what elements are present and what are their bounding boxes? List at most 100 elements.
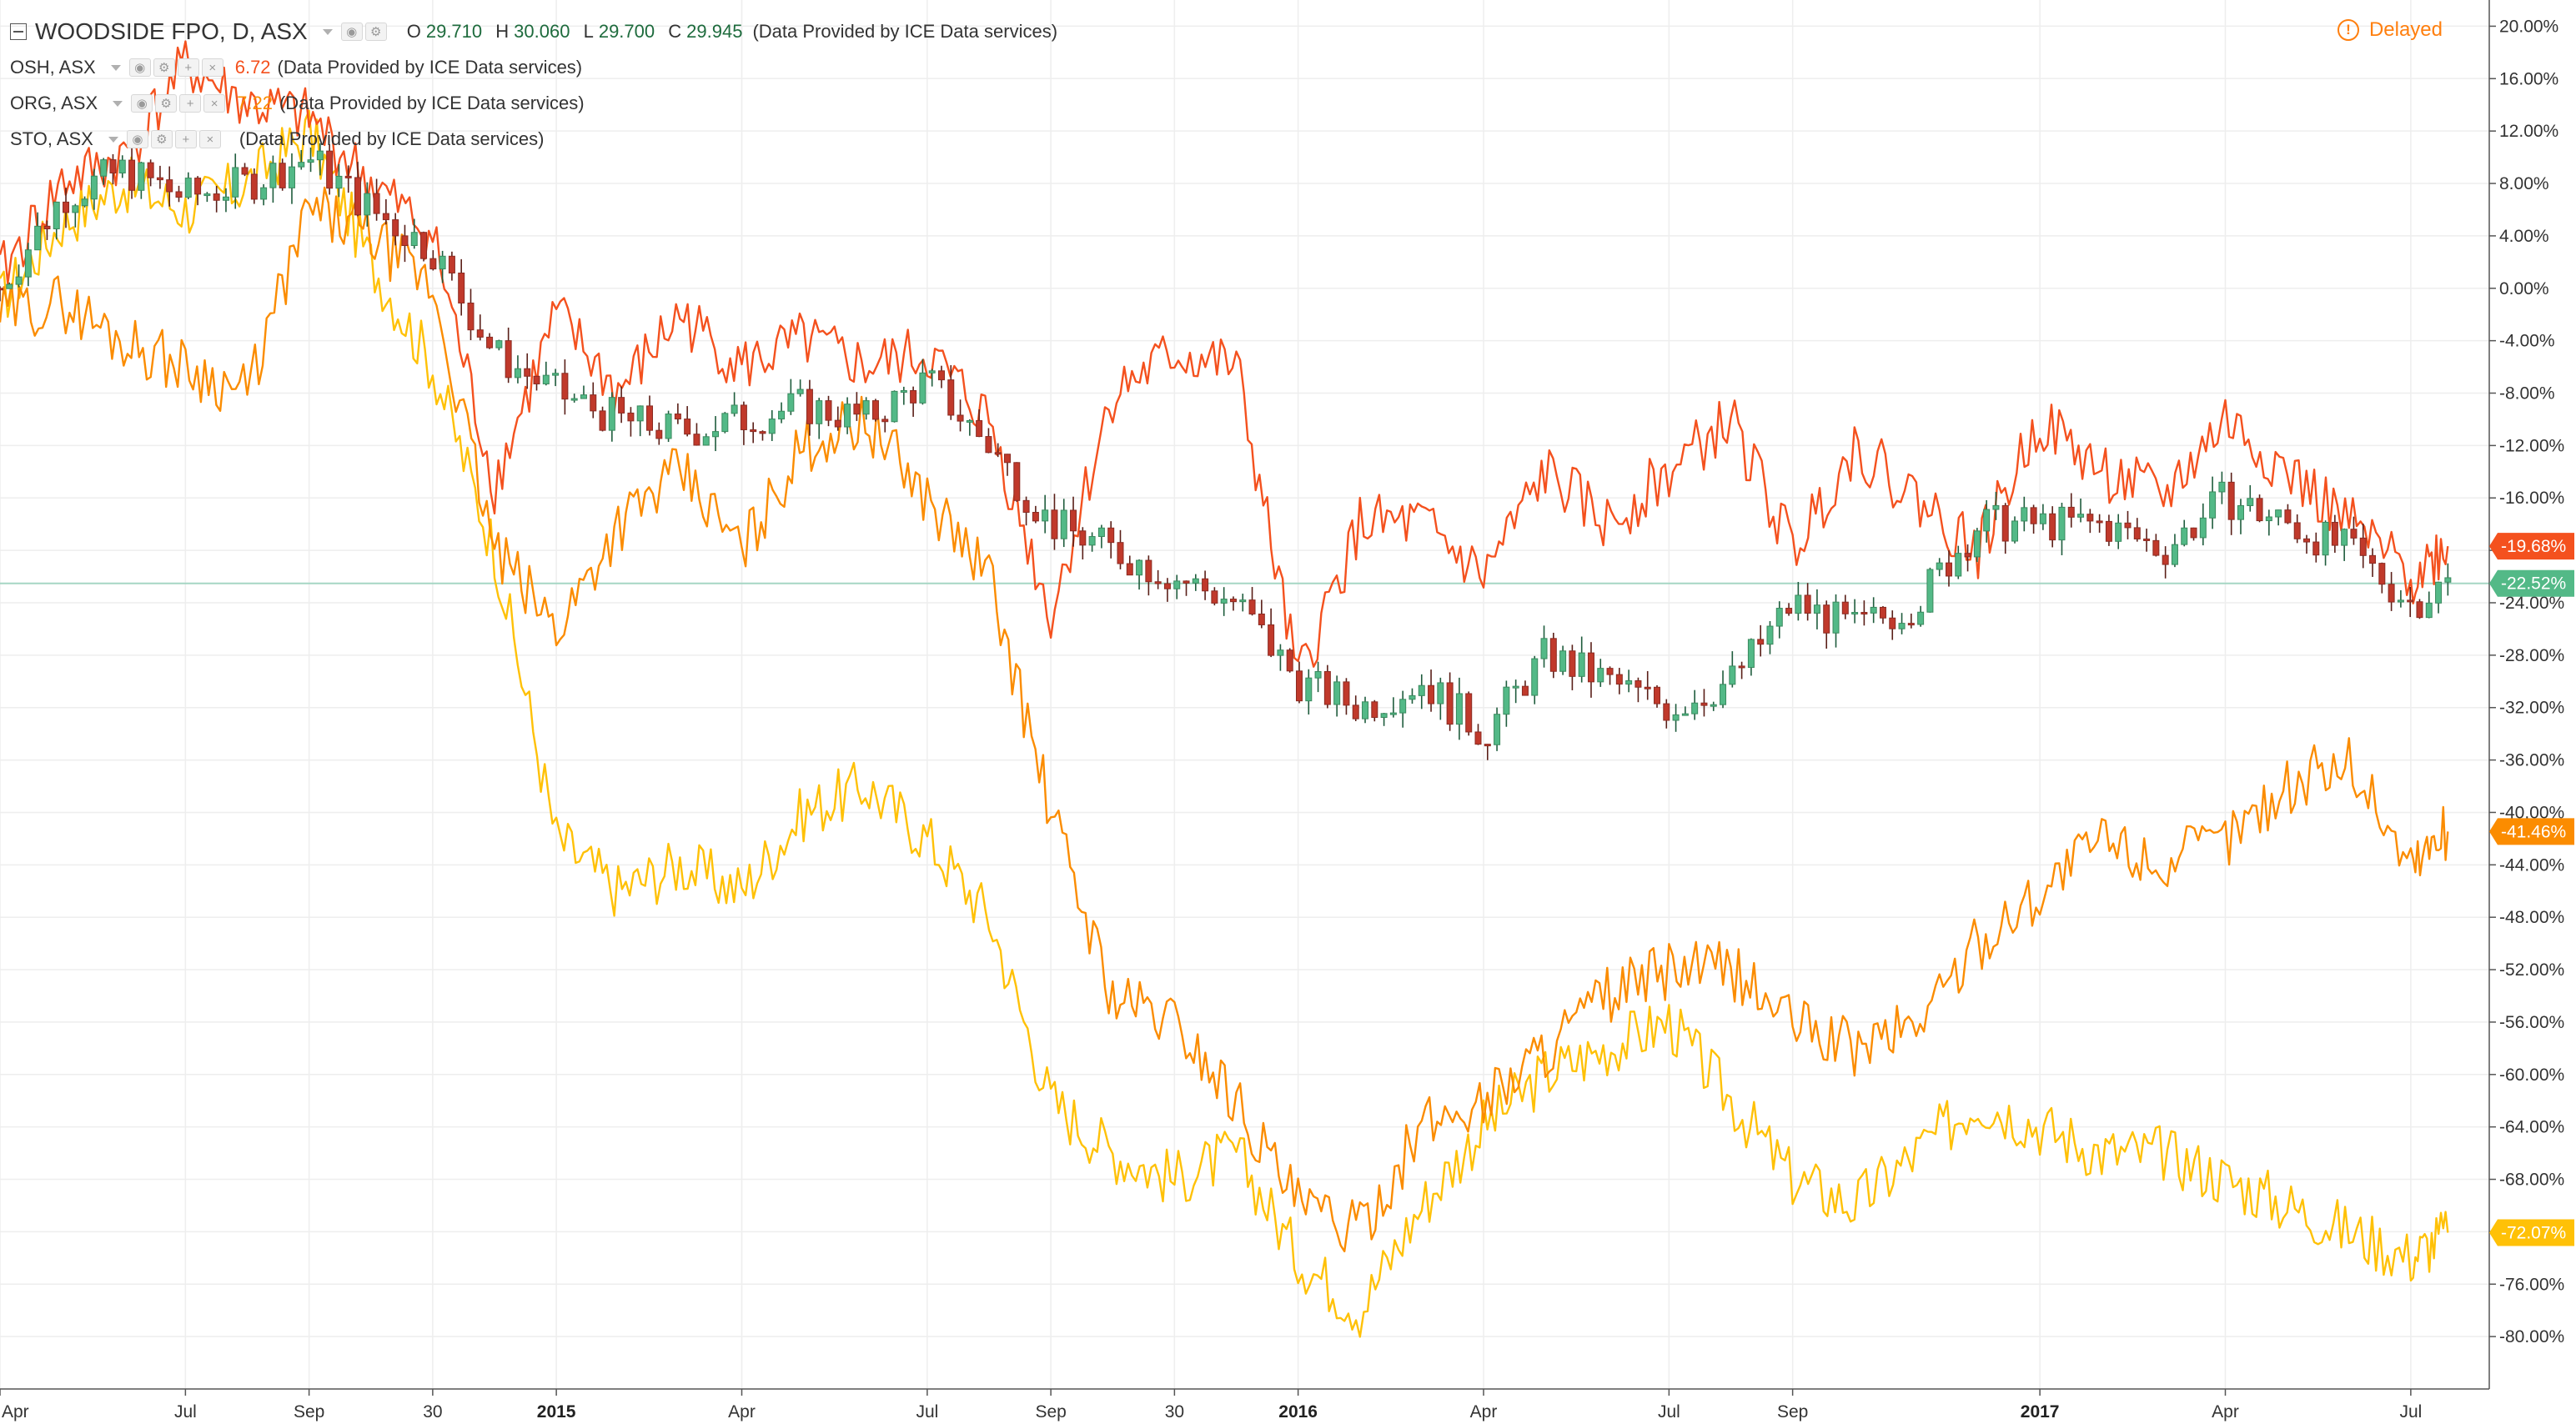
candle-body <box>1644 686 1651 689</box>
gear-icon[interactable]: ⚙ <box>153 58 175 77</box>
candle-body <box>1352 704 1359 720</box>
price-axis[interactable]: 20.00% 16.00% 12.00% 8.00% 4.00% 0.00% -4.00% -… <box>2488 0 2564 1389</box>
candle-body <box>1032 512 1039 522</box>
candle-body <box>2425 602 2433 619</box>
compare-legend-osh: OSH, ASX ◉ ⚙ + × 6.72 (Data Provided by … <box>10 57 582 78</box>
candle-body <box>458 272 465 303</box>
compare-name[interactable]: STO, ASX <box>10 128 93 149</box>
chevron-down-icon[interactable] <box>110 64 121 71</box>
candle-body <box>2275 509 2282 518</box>
candle-body <box>1145 559 1152 583</box>
delayed-status[interactable]: ! Delayed <box>2337 18 2443 42</box>
time-axis[interactable]: Apr Jul Sep 30 2015 Apr Jul Sep 30 2016 Apr Jul Sep 2… <box>0 1388 2489 1421</box>
compare-name[interactable]: OSH, ASX <box>10 57 96 78</box>
candle-body <box>1775 608 1783 627</box>
candlestick-series[interactable] <box>0 143 2452 760</box>
candle-body <box>1964 553 1971 558</box>
y-tick-label: 20.00% <box>2499 17 2558 36</box>
candle-body <box>326 150 334 189</box>
chevron-down-icon[interactable] <box>322 28 333 35</box>
chevron-down-icon[interactable] <box>113 100 123 107</box>
candle-body <box>344 175 352 178</box>
x-tick-label: 2017 <box>2021 1402 2060 1421</box>
gear-icon[interactable]: ⚙ <box>150 130 173 148</box>
candle-body <box>1785 608 1793 614</box>
x-tick-label: Apr <box>728 1402 756 1421</box>
candle-body <box>881 419 889 423</box>
candle-body <box>260 187 268 200</box>
candle-body <box>118 159 126 174</box>
chevron-down-icon[interactable] <box>108 136 118 143</box>
candle-body <box>2001 504 2009 542</box>
y-tick-label: -40.00% <box>2499 803 2564 822</box>
compare-name[interactable]: ORG, ASX <box>10 93 98 113</box>
candle-body <box>6 283 13 289</box>
delayed-label: Delayed <box>2368 18 2443 41</box>
candle-body <box>966 419 973 423</box>
eye-icon[interactable]: ◉ <box>131 94 153 113</box>
candle-body <box>1795 594 1802 614</box>
x-tick-label: Apr <box>1470 1402 1498 1421</box>
add-icon[interactable]: + <box>174 130 197 148</box>
tag-label: -22.52% <box>2501 574 2566 594</box>
close-icon[interactable]: × <box>203 94 226 113</box>
candle-body <box>2341 529 2348 546</box>
eye-icon[interactable]: ◉ <box>128 58 151 77</box>
candle-body <box>712 431 720 438</box>
candle-body <box>2369 554 2377 564</box>
x-tick-label: Sep <box>1777 1402 1808 1421</box>
candle-body <box>63 201 70 213</box>
candle-body <box>1437 682 1444 704</box>
candle-body <box>693 434 700 446</box>
low-value: 29.700 <box>598 21 655 42</box>
candle-body <box>1258 613 1265 625</box>
candle-body <box>2077 514 2085 518</box>
candle-body <box>1239 599 1247 603</box>
candle-body <box>2086 514 2094 522</box>
candle-body <box>580 394 587 399</box>
candle-body <box>1070 509 1077 532</box>
exclamation-circle-icon: ! <box>2337 19 2359 41</box>
gear-icon[interactable]: ⚙ <box>364 23 387 41</box>
series-line-osh[interactable] <box>0 40 2449 668</box>
low-key: L <box>583 21 594 42</box>
candle-body <box>1202 578 1209 592</box>
main-series-title[interactable]: WOODSIDE FPO, D, ASX <box>35 18 308 44</box>
candle-body <box>1625 679 1633 685</box>
candle-body <box>684 419 691 435</box>
candle-body <box>1126 563 1133 576</box>
candle-body <box>2143 538 2151 541</box>
candle-body <box>1484 744 1491 747</box>
candle-body <box>1088 536 1096 546</box>
collapse-legend-icon[interactable] <box>10 23 27 40</box>
candle-body <box>2237 504 2244 520</box>
x-tick-label: Jul <box>1658 1402 1680 1421</box>
candle-body <box>1663 703 1670 721</box>
candle-body <box>928 370 936 374</box>
candle-body <box>2331 521 2338 546</box>
candle-body <box>1295 670 1303 702</box>
eye-icon[interactable]: ◉ <box>340 23 363 41</box>
close-icon[interactable]: × <box>201 58 223 77</box>
candle-body <box>2021 507 2028 522</box>
candle-body <box>561 373 569 400</box>
candle-body <box>1889 617 1896 629</box>
candle-body <box>34 225 42 251</box>
candle-body <box>2218 481 2226 493</box>
candle-body <box>1314 670 1322 679</box>
add-icon[interactable]: + <box>177 58 199 77</box>
eye-icon[interactable]: ◉ <box>126 130 148 148</box>
add-icon[interactable]: + <box>179 94 202 113</box>
series-line-org[interactable] <box>0 186 2449 1253</box>
compare-source: (Data Provided by ICE Data services) <box>277 57 583 78</box>
series-line-sto[interactable] <box>0 109 2449 1338</box>
close-icon[interactable]: × <box>198 130 221 148</box>
candle-body <box>994 452 1002 455</box>
candle-body <box>2115 522 2122 542</box>
gear-icon[interactable]: ⚙ <box>155 94 178 113</box>
candle-body <box>109 159 117 174</box>
candle-body <box>1512 685 1519 689</box>
candle-body <box>2359 537 2367 556</box>
